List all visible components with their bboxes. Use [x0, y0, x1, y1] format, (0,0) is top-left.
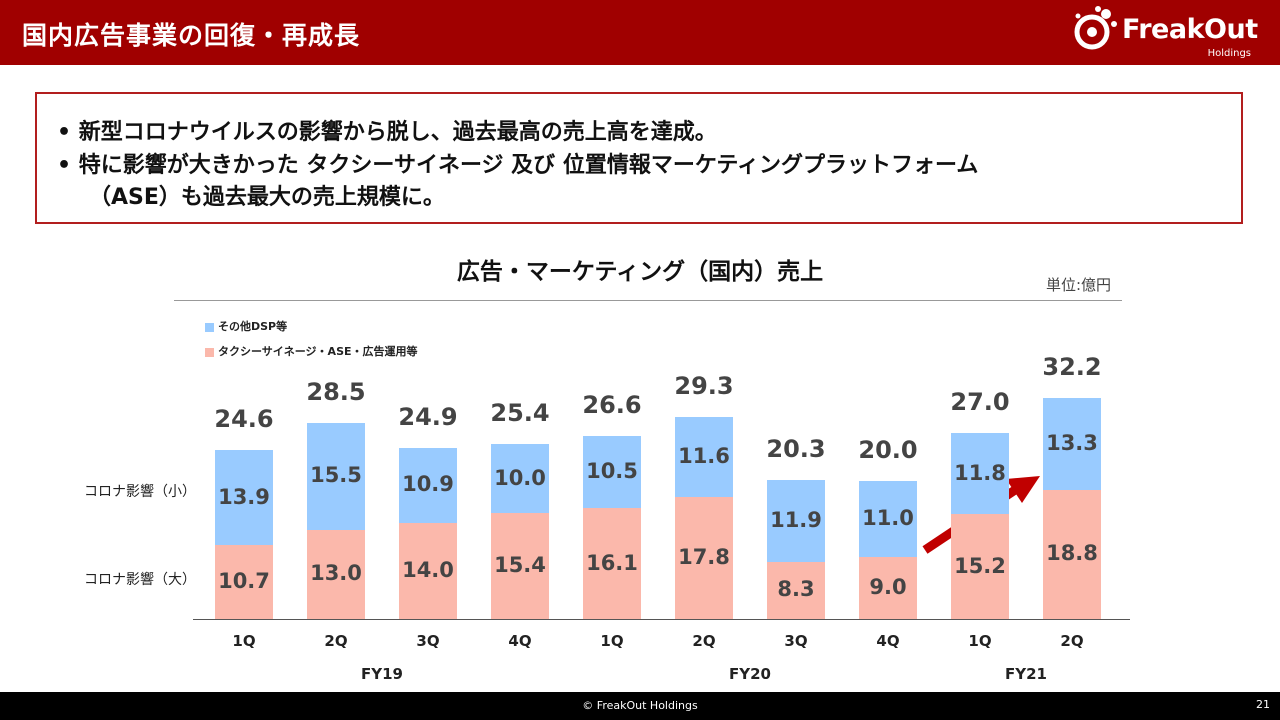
x-tick-label: 2Q	[692, 632, 716, 650]
fiscal-year-label: FY21	[1005, 665, 1047, 683]
x-tick-label: 4Q	[508, 632, 532, 650]
x-tick-label: 3Q	[416, 632, 440, 650]
bar-other-dsp	[767, 480, 825, 562]
bar-other-dsp	[951, 433, 1009, 515]
data-label-other-dsp: 11.8	[954, 460, 1006, 485]
bar-other-dsp	[859, 481, 917, 558]
bar-taxi-ase	[859, 557, 917, 619]
bar-other-dsp	[675, 416, 733, 497]
total-label: 28.5	[306, 377, 366, 406]
fiscal-year-label: FY19	[361, 665, 403, 683]
total-label: 24.6	[214, 404, 274, 433]
data-label-other-dsp: 10.9	[402, 472, 454, 497]
bar-taxi-ase	[307, 529, 365, 619]
message-line-3: （ASE）も過去最大の売上規模に。	[89, 185, 445, 210]
copyright-text: © FreakOut Holdings	[582, 699, 698, 712]
legend-label-taxi-ase: タクシーサイネージ・ASE・広告運用等	[218, 345, 418, 358]
x-tick-label: 1Q	[600, 632, 624, 650]
bar-other-dsp	[491, 444, 549, 514]
x-tick-label: 2Q	[1060, 632, 1084, 650]
data-label-taxi-ase: 14.0	[402, 557, 454, 582]
data-label-other-dsp: 10.0	[494, 465, 546, 490]
data-label-taxi-ase: 15.4	[494, 553, 546, 578]
freakout-logo: FreakOut Holdings	[1070, 4, 1275, 62]
data-label-other-dsp: 15.5	[310, 463, 362, 488]
data-label-other-dsp: 11.6	[678, 443, 730, 468]
footer-bar: © FreakOut Holdings 21	[0, 692, 1280, 720]
bar-taxi-ase	[767, 561, 825, 619]
total-label: 20.0	[858, 436, 918, 465]
bar-taxi-ase	[399, 522, 457, 619]
data-label-taxi-ase: 16.1	[586, 550, 638, 575]
bar-taxi-ase	[675, 496, 733, 619]
total-label: 20.3	[766, 435, 826, 464]
data-label-other-dsp: 11.0	[862, 506, 914, 531]
total-label: 26.6	[582, 390, 642, 419]
bar-other-dsp	[583, 435, 641, 509]
data-label-taxi-ase: 10.7	[218, 569, 270, 594]
x-tick-label: 1Q	[968, 632, 992, 650]
side-label-large-impact: コロナ影響（大）	[84, 572, 196, 588]
x-tick-label: 1Q	[232, 632, 256, 650]
logo-wordmark: FreakOut	[1122, 14, 1258, 45]
legend-item-other-dsp: その他DSP等	[205, 318, 287, 334]
bar-taxi-ase	[951, 514, 1009, 619]
message-box: • 新型コロナウイルスの影響から脱し、過去最高の売上高を達成。 • 特に影響が大…	[35, 92, 1243, 224]
logo-subtitle: Holdings	[1207, 48, 1251, 59]
data-label-other-dsp: 13.3	[1046, 430, 1098, 455]
header-bar: 国内広告事業の回復・再成長 FreakOut Holdings	[0, 0, 1280, 65]
bar-taxi-ase	[583, 508, 641, 619]
chart-top-rule	[174, 300, 1122, 301]
legend-swatch-taxi-ase	[205, 347, 214, 357]
x-tick-label: 3Q	[784, 632, 808, 650]
data-label-taxi-ase: 17.8	[678, 544, 730, 569]
data-label-taxi-ase: 13.0	[310, 561, 362, 586]
freakout-logo-mark-icon	[1074, 6, 1117, 50]
data-label-taxi-ase: 15.2	[954, 553, 1006, 578]
total-label: 27.0	[950, 388, 1010, 417]
legend-swatch-other-dsp	[205, 322, 214, 332]
bar-taxi-ase	[491, 513, 549, 619]
bar-taxi-ase	[215, 545, 273, 619]
bar-other-dsp	[215, 449, 273, 546]
x-tick-label: 4Q	[876, 632, 900, 650]
data-label-taxi-ase: 18.8	[1046, 541, 1098, 566]
data-label-other-dsp: 10.5	[586, 459, 638, 484]
data-label-other-dsp: 13.9	[218, 484, 270, 509]
total-label: 25.4	[490, 399, 550, 428]
total-label: 32.2	[1042, 353, 1102, 382]
legend-item-taxi-ase: タクシーサイネージ・ASE・広告運用等	[205, 343, 418, 359]
data-label-taxi-ase: 9.0	[869, 575, 907, 600]
chart-title: 広告・マーケティング（国内）売上	[456, 259, 824, 285]
page-title: 国内広告事業の回復・再成長	[22, 21, 361, 50]
fiscal-year-label: FY20	[729, 665, 771, 683]
side-label-small-impact: コロナ影響（小）	[84, 484, 196, 500]
unit-label: 単位:億円	[1045, 276, 1111, 294]
total-label: 24.9	[398, 402, 458, 431]
bar-other-dsp	[307, 422, 365, 530]
message-line-2: • 特に影響が大きかった タクシーサイネージ 及び 位置情報マーケティングプラッ…	[57, 153, 979, 178]
total-label: 29.3	[674, 371, 734, 400]
legend-label-other-dsp: その他DSP等	[218, 320, 288, 333]
data-label-taxi-ase: 8.3	[777, 577, 815, 602]
bar-other-dsp	[399, 447, 457, 523]
chart-baseline	[193, 619, 1130, 620]
data-label-other-dsp: 11.9	[770, 507, 822, 532]
message-line-1: • 新型コロナウイルスの影響から脱し、過去最高の売上高を達成。	[57, 120, 717, 145]
x-tick-label: 2Q	[324, 632, 348, 650]
bar-taxi-ase	[1043, 489, 1101, 619]
bar-other-dsp	[1043, 398, 1101, 490]
page-number: 21	[1256, 698, 1270, 711]
